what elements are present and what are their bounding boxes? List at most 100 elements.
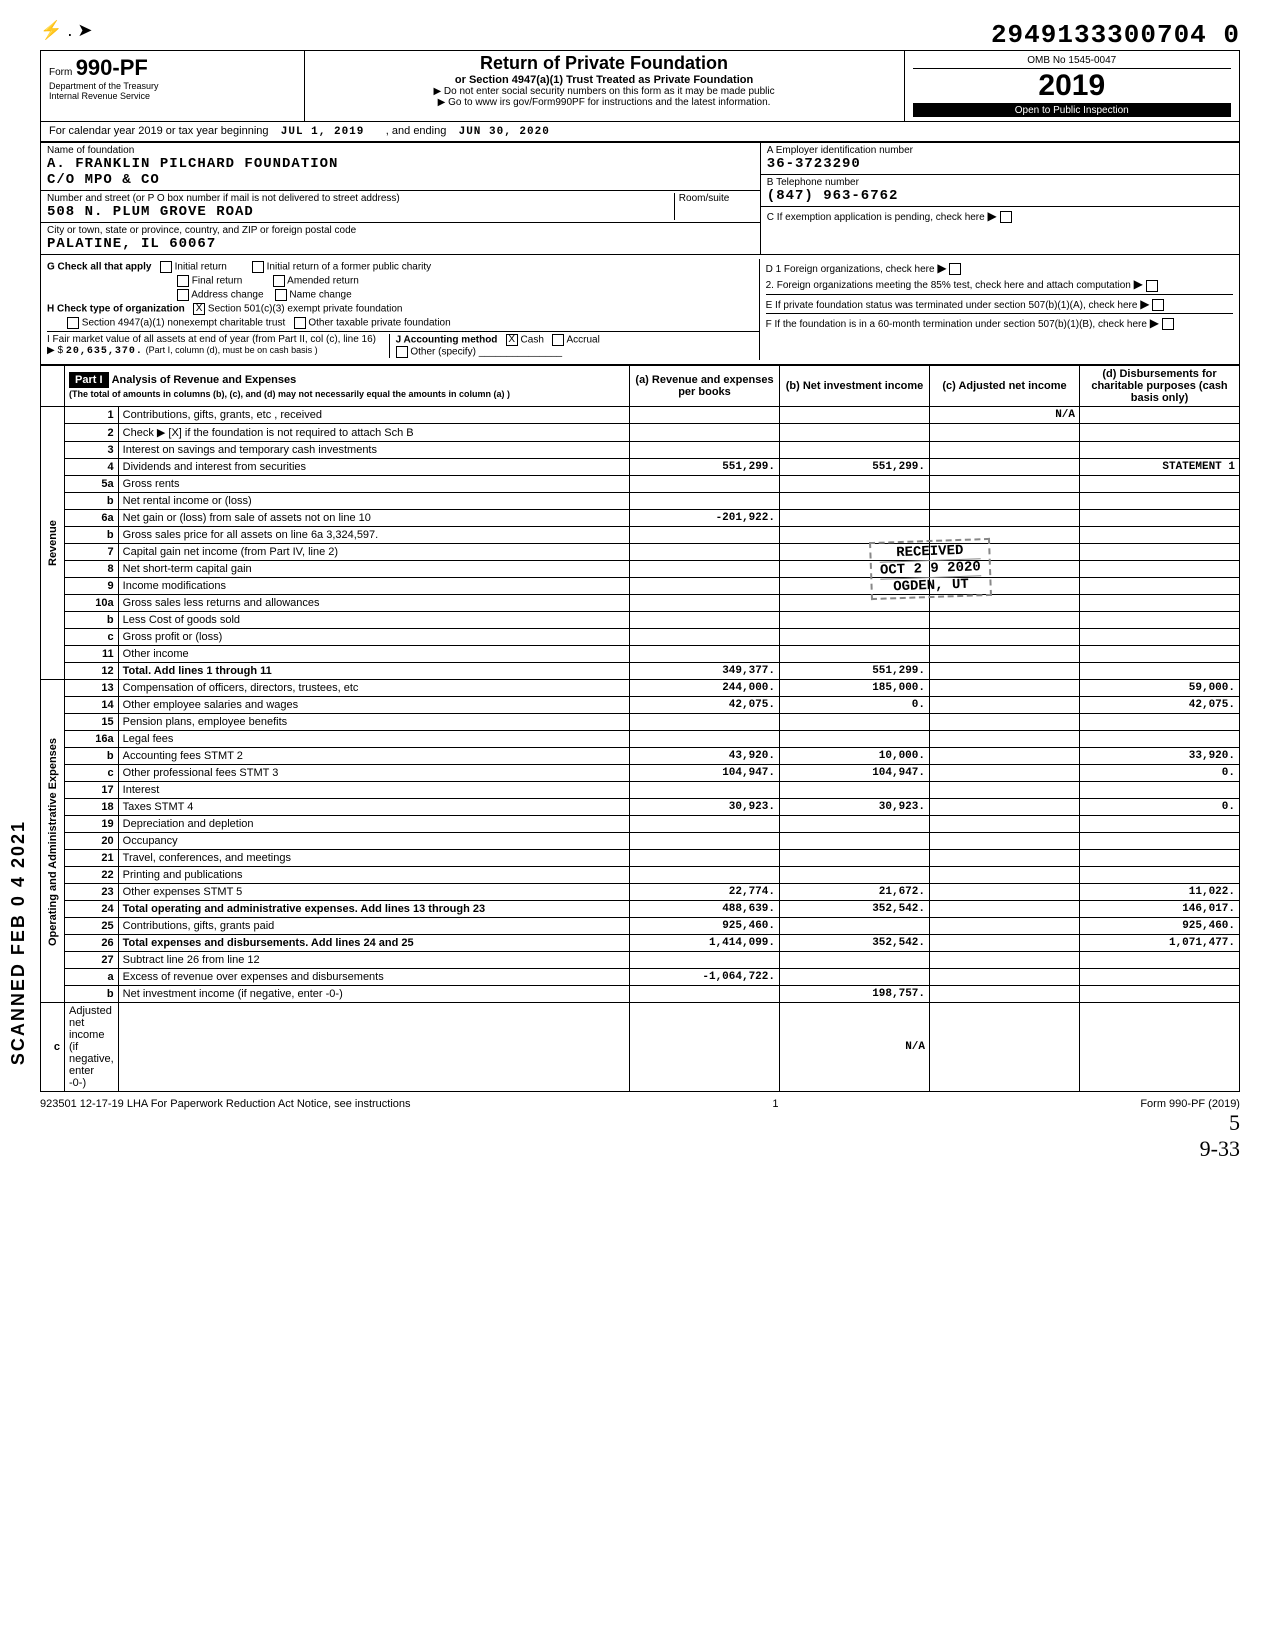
cell-d: 59,000. [1080, 680, 1240, 697]
cell-a [630, 816, 780, 833]
cell-c [930, 918, 1080, 935]
line-label: Gross rents [118, 476, 629, 493]
h-4947-chk[interactable] [67, 317, 79, 329]
table-row: cGross profit or (loss) [41, 629, 1240, 646]
cal-year-row: For calendar year 2019 or tax year begin… [41, 121, 1239, 141]
line-number: 23 [65, 884, 119, 901]
line-label: Total expenses and disbursements. Add li… [118, 935, 629, 952]
cell-c [930, 884, 1080, 901]
cell-a [630, 424, 780, 442]
h-501c3-chk[interactable]: X [193, 303, 205, 315]
cell-c [930, 442, 1080, 459]
f-chk[interactable] [1162, 318, 1174, 330]
cell-b: 352,542. [780, 935, 930, 952]
g-name-chk[interactable] [275, 289, 287, 301]
cell-c [930, 476, 1080, 493]
j-cash-chk[interactable]: X [506, 334, 518, 346]
ending-label: , and ending [386, 125, 447, 137]
line-label: Travel, conferences, and meetings [118, 850, 629, 867]
table-row: 3Interest on savings and temporary cash … [41, 442, 1240, 459]
cell-b: 185,000. [780, 680, 930, 697]
table-row: 15Pension plans, employee benefits [41, 714, 1240, 731]
line-number: b [65, 612, 119, 629]
g-initial-chk[interactable] [160, 261, 172, 273]
table-row: Operating and Administrative Expenses13C… [41, 680, 1240, 697]
cell-b: 0. [780, 697, 930, 714]
cell-a: 925,460. [630, 918, 780, 935]
line-number: 20 [65, 833, 119, 850]
line-label: Printing and publications [118, 867, 629, 884]
cell-b: 198,757. [780, 986, 930, 1003]
cell-d [1080, 663, 1240, 680]
col-d: (d) Disbursements for charitable purpose… [1080, 366, 1240, 407]
h-label: H Check type of organization [47, 304, 185, 315]
line-label: Occupancy [118, 833, 629, 850]
line-number: 26 [65, 935, 119, 952]
g-opt-5: Name change [289, 290, 351, 301]
cell-c [930, 697, 1080, 714]
g-opt-2: Address change [191, 290, 263, 301]
table-row: 21Travel, conferences, and meetings [41, 850, 1240, 867]
g-initial-former-chk[interactable] [252, 261, 264, 273]
d2-chk[interactable] [1146, 280, 1158, 292]
i-amount-label: ▶ $ [47, 345, 63, 356]
line-number: 18 [65, 799, 119, 816]
part1-heading: Analysis of Revenue and Expenses [112, 374, 297, 386]
cell-c [930, 731, 1080, 748]
line-label: Income modifications [118, 578, 629, 595]
j-label: J Accounting method [396, 335, 498, 346]
form-number: 990-PF [76, 55, 148, 80]
cell-d [1080, 850, 1240, 867]
table-row: bLess Cost of goods sold [41, 612, 1240, 629]
j-other: Other (specify) [410, 347, 476, 358]
e-chk[interactable] [1152, 299, 1164, 311]
cell-b [630, 1003, 780, 1092]
h-opt1: Section 501(c)(3) exempt private foundat… [208, 304, 403, 315]
line-label: Net rental income or (loss) [118, 493, 629, 510]
j-accrual-chk[interactable] [552, 334, 564, 346]
c-label: C If exemption application is pending, c… [767, 212, 985, 223]
form-title: Return of Private Foundation [309, 53, 900, 74]
c-checkbox[interactable] [1000, 211, 1012, 223]
line-number: b [65, 748, 119, 765]
cell-a: -1,064,722. [630, 969, 780, 986]
d1-chk[interactable] [949, 263, 961, 275]
cell-a: 43,920. [630, 748, 780, 765]
line-label: Adjusted net income (if negative, enter … [65, 1003, 119, 1092]
phone-label: B Telephone number [767, 177, 1233, 188]
table-row: 20Occupancy [41, 833, 1240, 850]
line-label: Other professional fees STMT 3 [118, 765, 629, 782]
h-other-chk[interactable] [294, 317, 306, 329]
g-address-chk[interactable] [177, 289, 189, 301]
line-number: 5a [65, 476, 119, 493]
cell-a [630, 646, 780, 663]
table-row: bNet investment income (if negative, ent… [41, 986, 1240, 1003]
g-amended-chk[interactable] [273, 275, 285, 287]
line-label: Gross sales less returns and allowances [118, 595, 629, 612]
street-label: Number and street (or P O box number if … [47, 193, 674, 204]
form-subtitle: or Section 4947(a)(1) Trust Treated as P… [309, 74, 900, 86]
cell-c [930, 646, 1080, 663]
table-row: 6aNet gain or (loss) from sale of assets… [41, 510, 1240, 527]
line-number: 16a [65, 731, 119, 748]
j-accrual: Accrual [566, 335, 599, 346]
cell-b [780, 493, 930, 510]
street: 508 N. PLUM GROVE ROAD [47, 204, 674, 220]
line-label: Check ▶ [X] if the foundation is not req… [118, 424, 629, 442]
line-label: Pension plans, employee benefits [118, 714, 629, 731]
line-number: b [65, 986, 119, 1003]
cell-d [1080, 986, 1240, 1003]
cell-d [1080, 731, 1240, 748]
cell-d [1080, 476, 1240, 493]
city: PALATINE, IL 60067 [47, 236, 754, 252]
table-row: 14Other employee salaries and wages42,07… [41, 697, 1240, 714]
j-other-chk[interactable] [396, 346, 408, 358]
cell-b: 352,542. [780, 901, 930, 918]
footer-page: 1 [772, 1098, 778, 1162]
cell-a: 349,377. [630, 663, 780, 680]
g-final-chk[interactable] [177, 275, 189, 287]
cell-a: 244,000. [630, 680, 780, 697]
line-number: 25 [65, 918, 119, 935]
cell-a: -201,922. [630, 510, 780, 527]
cell-a [630, 493, 780, 510]
